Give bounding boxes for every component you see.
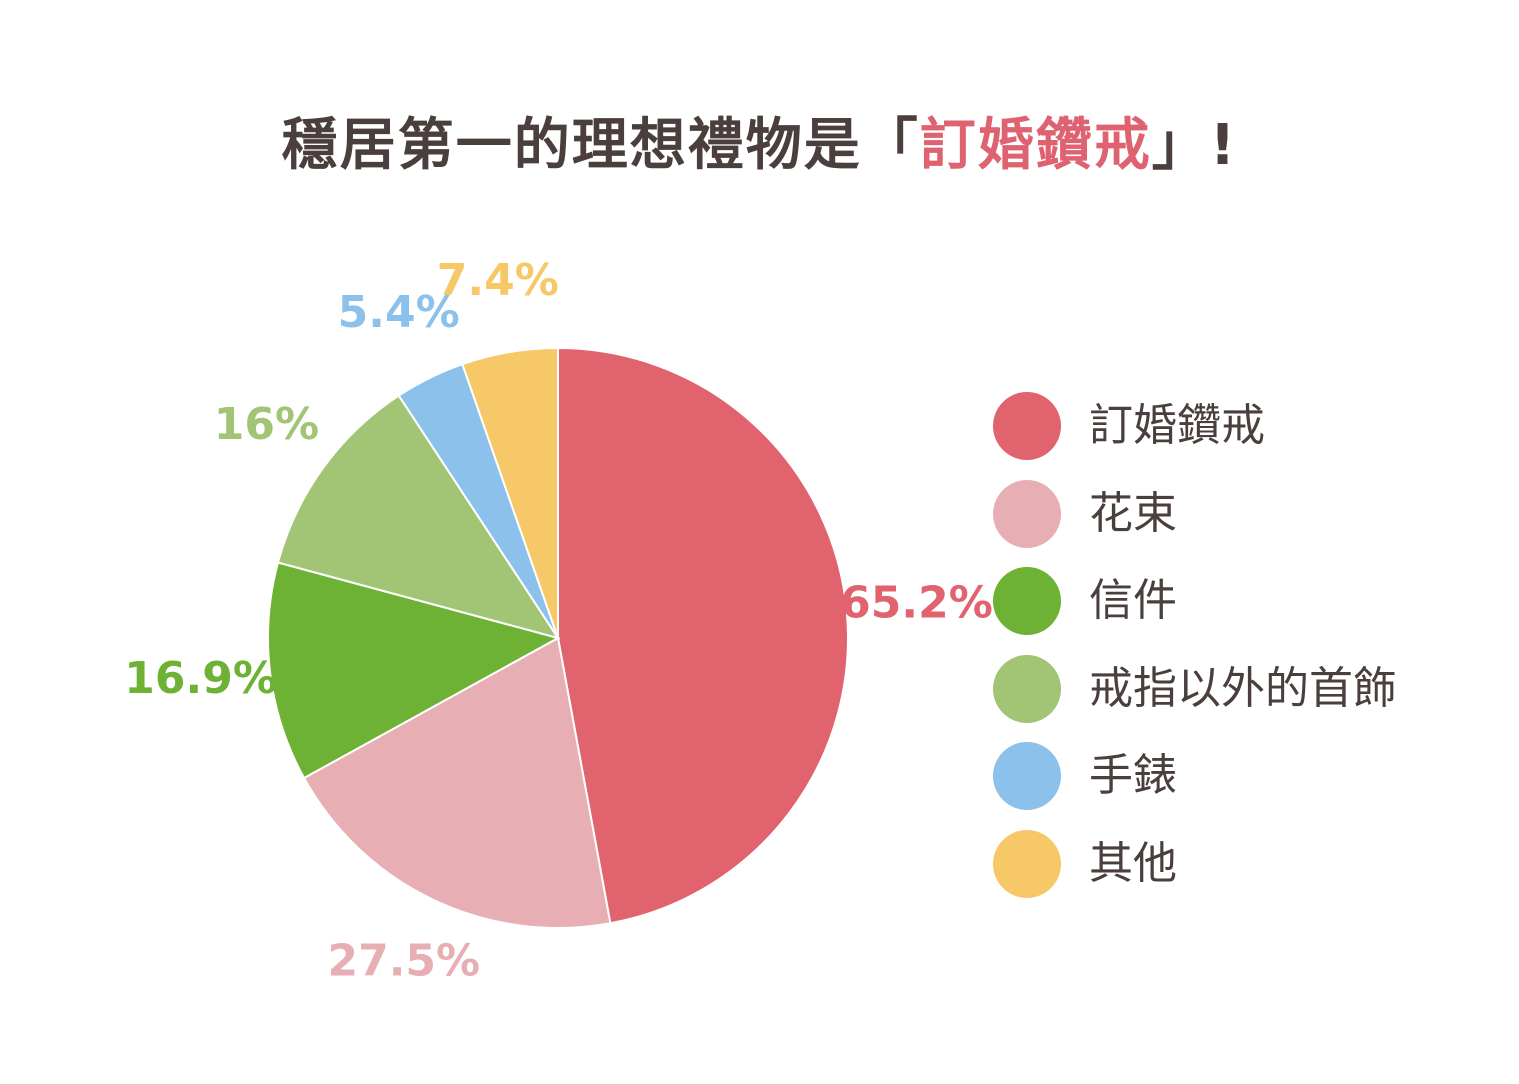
- legend-label: 手錶: [1089, 750, 1177, 801]
- pie-label-watch: 5.4%: [338, 287, 460, 338]
- pie-slice-other-jewelry: [276, 394, 561, 640]
- legend-item: 其他: [993, 829, 1473, 918]
- legend-item: 戒指以外的首飾: [993, 654, 1473, 743]
- pie-labels: 65.2% 27.5% 16.9% 16% 5.4%7.4%: [124, 255, 993, 986]
- legend-label: 戒指以外的首飾: [1089, 662, 1397, 714]
- pie-slice-other: [461, 346, 559, 639]
- pie-label-engagement-ring: 65.2%: [840, 577, 993, 628]
- chart-legend: 訂婚鑽戒 花束 信件 戒指以外的首飾 手錶 其他: [993, 392, 1473, 917]
- pie-label-other-jewelry: 16%: [214, 399, 319, 450]
- legend-swatch: [993, 654, 1061, 723]
- legend-item: 信件: [993, 567, 1473, 655]
- legend-swatch: [993, 742, 1061, 810]
- pie-label-bouquet: 27.5%: [327, 935, 480, 986]
- pie-label-other: 7.4%: [437, 255, 559, 306]
- legend-swatch: [993, 567, 1061, 635]
- legend-swatch: [993, 829, 1061, 898]
- title-highlight: 訂婚鑽戒: [919, 113, 1152, 178]
- pie-slice-engagement-ring: [557, 346, 849, 925]
- pie-slices: [267, 346, 849, 929]
- legend-label: 花束: [1089, 487, 1177, 539]
- legend-label: 其他: [1089, 837, 1177, 889]
- legend-item: 花束: [993, 479, 1473, 568]
- title-prefix: 穩居第一的理想禮物是「: [281, 113, 920, 178]
- title-suffix: 」!: [1151, 113, 1238, 178]
- legend-item: 手錶: [993, 742, 1473, 830]
- legend-label: 訂婚鑽戒: [1089, 400, 1265, 451]
- legend-label: 信件: [1089, 575, 1177, 626]
- pie-slice-letter: [267, 561, 561, 780]
- legend-swatch: [993, 479, 1061, 548]
- chart-title: 穩居第一的理想禮物是「訂婚鑽戒」!: [0, 100, 1519, 181]
- pie-label-letter: 16.9%: [124, 653, 277, 704]
- legend-swatch: [993, 392, 1061, 460]
- pie-slice-bouquet: [302, 636, 612, 929]
- legend-item: 訂婚鑽戒: [993, 392, 1473, 480]
